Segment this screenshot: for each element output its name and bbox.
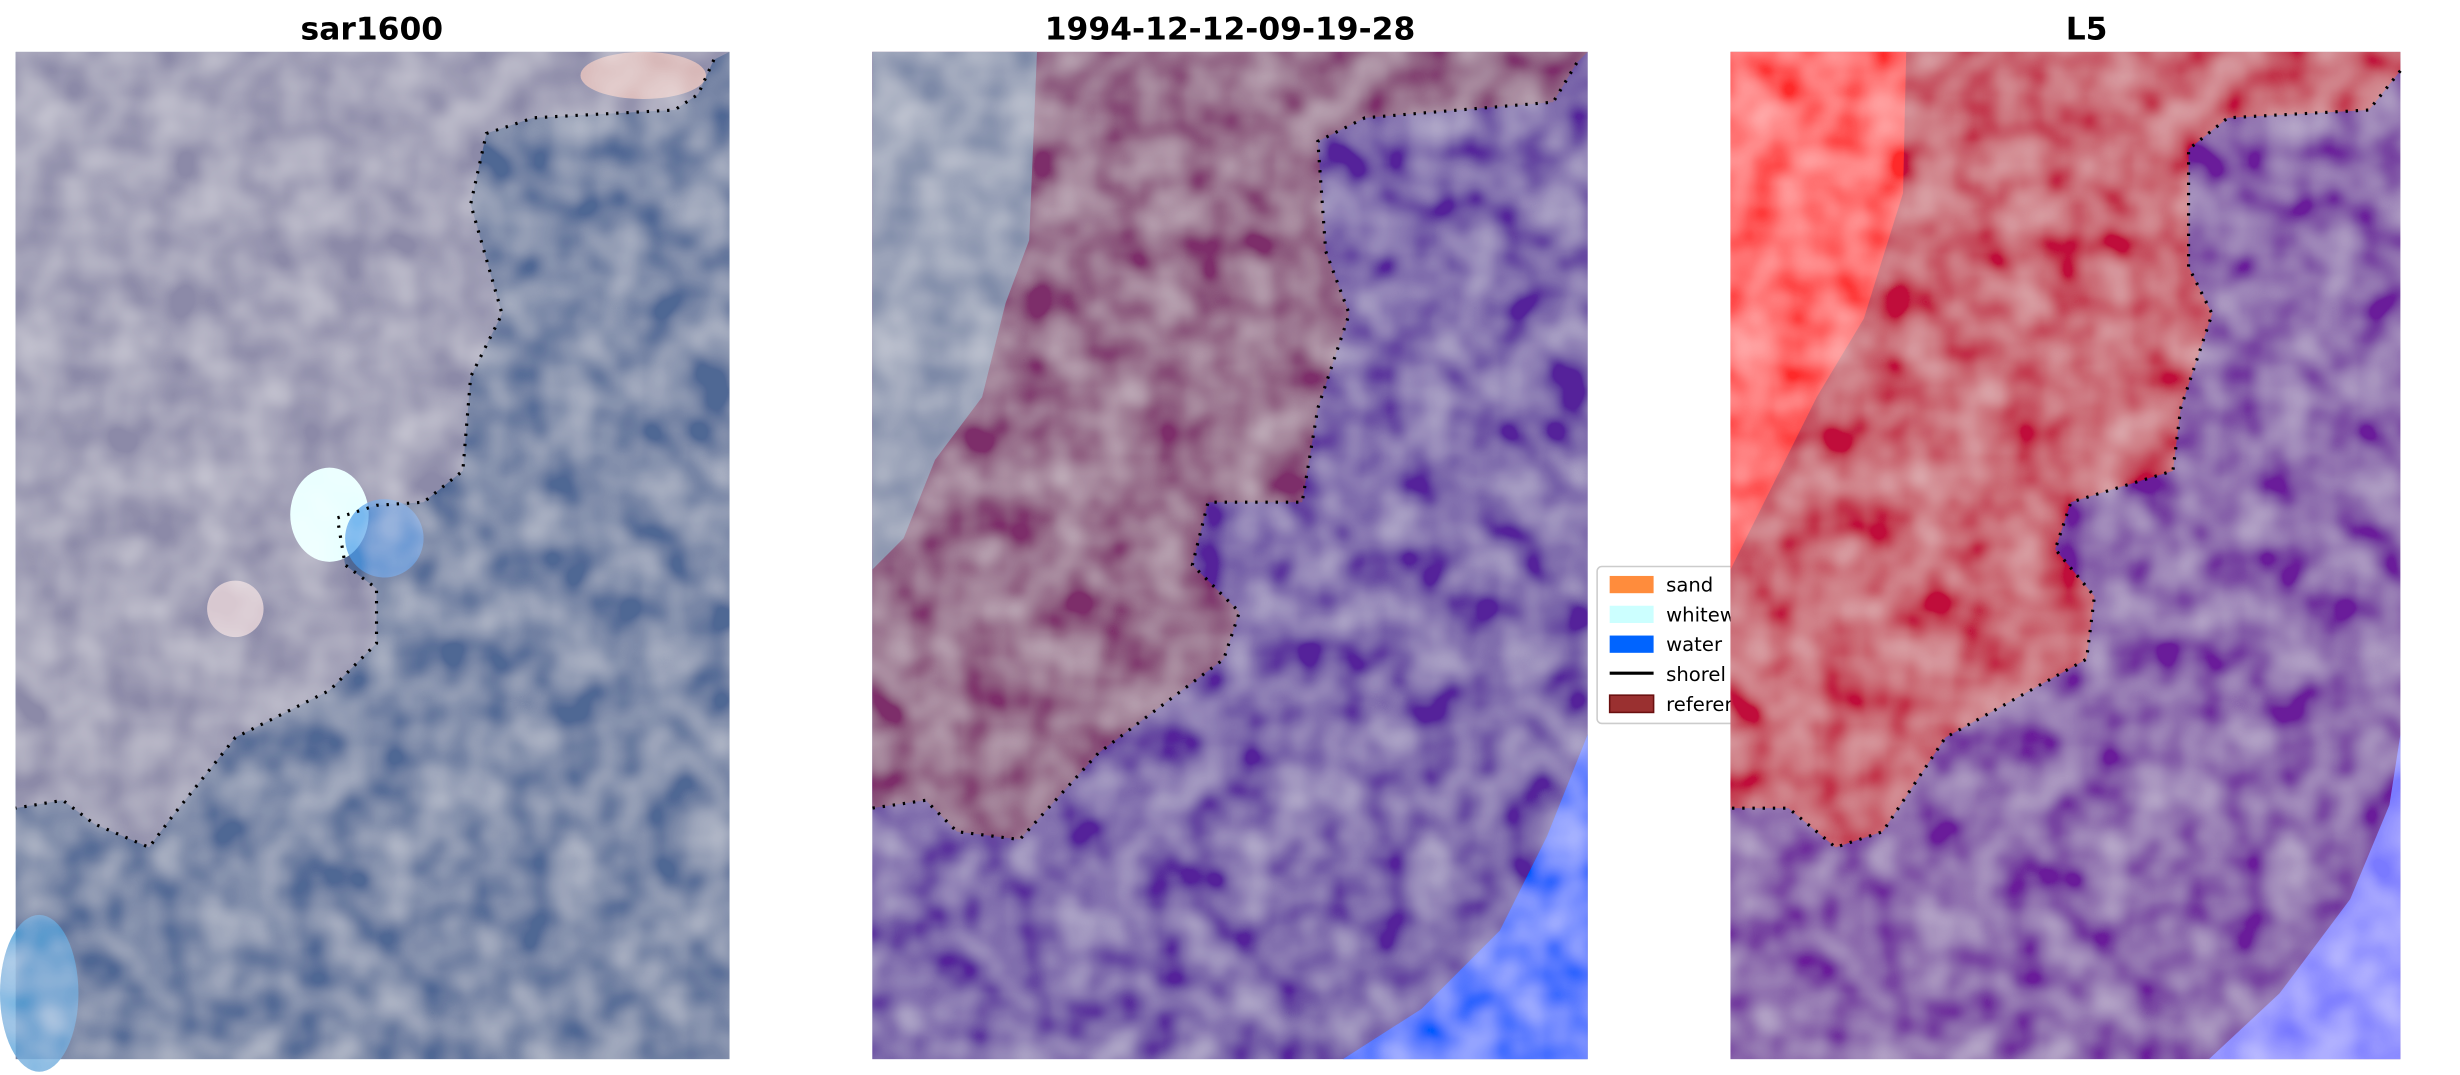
legend-item-water: water	[1609, 633, 1723, 656]
panel-1-image	[0, 51, 730, 1072]
legend-item-whitewater: whitew	[1609, 603, 1736, 626]
svg-text:water: water	[1666, 633, 1723, 656]
panel-1-title: sar1600	[301, 11, 444, 47]
svg-text:whitew: whitew	[1666, 603, 1736, 626]
legend-item-shoreline: shorel	[1609, 663, 1726, 686]
panel-3-title: L5	[2066, 11, 2108, 47]
legend-item-sand: sand	[1609, 574, 1713, 597]
shoreline-1	[15, 59, 716, 850]
svg-text:referer: referer	[1666, 693, 1733, 716]
svg-text:sand: sand	[1666, 574, 1713, 597]
legend-item-reference: referer	[1608, 693, 1734, 716]
panel-2-image	[872, 51, 1588, 1060]
legend: sand whitew water shorel referer	[1596, 565, 1771, 725]
panel-3-image	[1730, 51, 2402, 1060]
svg-text:shorel: shorel	[1666, 663, 1726, 686]
shoreline-3	[1730, 69, 2402, 850]
panel-2-title: 1994-12-12-09-19-28	[1045, 11, 1416, 47]
